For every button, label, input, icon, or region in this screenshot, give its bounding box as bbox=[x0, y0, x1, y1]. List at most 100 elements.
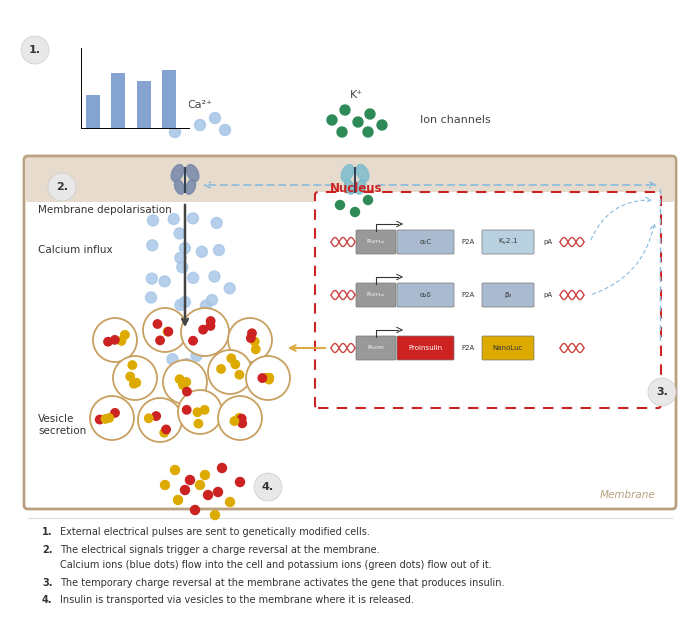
Circle shape bbox=[230, 417, 239, 426]
Circle shape bbox=[351, 207, 360, 216]
Text: P$_{hEF1α}$: P$_{hEF1α}$ bbox=[366, 237, 386, 246]
Circle shape bbox=[169, 127, 181, 138]
Text: 3.: 3. bbox=[42, 578, 52, 588]
Circle shape bbox=[178, 109, 188, 120]
Circle shape bbox=[251, 345, 260, 353]
Circle shape bbox=[177, 262, 188, 273]
Text: The temporary charge reversal at the membrane activates the gene that produces i: The temporary charge reversal at the mem… bbox=[60, 578, 505, 588]
Circle shape bbox=[179, 296, 190, 308]
Ellipse shape bbox=[174, 180, 184, 194]
Circle shape bbox=[168, 214, 179, 225]
Text: β₃: β₃ bbox=[505, 292, 512, 298]
Circle shape bbox=[176, 375, 184, 383]
Circle shape bbox=[144, 414, 153, 422]
Ellipse shape bbox=[341, 164, 354, 182]
Circle shape bbox=[246, 334, 255, 342]
Circle shape bbox=[211, 511, 220, 520]
Text: Calcium ions (blue dots) flow into the cell and potassium ions (green dots) flow: Calcium ions (blue dots) flow into the c… bbox=[60, 560, 491, 570]
Text: P2A: P2A bbox=[461, 292, 475, 298]
Circle shape bbox=[48, 173, 76, 201]
Circle shape bbox=[251, 337, 259, 346]
Circle shape bbox=[181, 358, 193, 369]
Circle shape bbox=[218, 463, 227, 472]
Text: Electrical pulse
stimulation: Electrical pulse stimulation bbox=[108, 75, 182, 97]
Circle shape bbox=[120, 331, 129, 339]
Circle shape bbox=[237, 415, 246, 423]
FancyBboxPatch shape bbox=[315, 192, 661, 408]
Text: Insulin is transported via vesicles to the membrane where it is released.: Insulin is transported via vesicles to t… bbox=[60, 595, 414, 605]
Circle shape bbox=[183, 406, 191, 414]
Circle shape bbox=[193, 408, 202, 417]
Circle shape bbox=[152, 412, 160, 420]
Text: P$_{hCMV}$: P$_{hCMV}$ bbox=[367, 344, 385, 353]
Circle shape bbox=[183, 387, 191, 396]
Circle shape bbox=[200, 470, 209, 479]
Circle shape bbox=[209, 271, 220, 282]
Circle shape bbox=[206, 322, 215, 330]
Circle shape bbox=[254, 473, 282, 501]
Circle shape bbox=[191, 350, 202, 362]
Ellipse shape bbox=[356, 164, 369, 182]
Circle shape bbox=[130, 380, 138, 388]
Circle shape bbox=[246, 356, 290, 400]
Text: α₂δ: α₂δ bbox=[419, 292, 431, 298]
Circle shape bbox=[228, 318, 272, 362]
Text: α₁C: α₁C bbox=[419, 239, 432, 245]
Circle shape bbox=[218, 396, 262, 440]
Circle shape bbox=[162, 425, 170, 434]
Circle shape bbox=[258, 374, 267, 382]
Circle shape bbox=[179, 243, 190, 253]
Circle shape bbox=[648, 378, 676, 406]
Circle shape bbox=[143, 308, 187, 352]
FancyBboxPatch shape bbox=[397, 283, 454, 307]
Circle shape bbox=[365, 109, 375, 119]
Circle shape bbox=[174, 495, 183, 504]
Circle shape bbox=[149, 323, 160, 333]
Ellipse shape bbox=[186, 180, 195, 194]
Text: K⁺: K⁺ bbox=[349, 90, 363, 100]
Circle shape bbox=[146, 273, 158, 284]
Circle shape bbox=[104, 337, 112, 346]
Text: External electrical pulses are sent to genetically modified cells.: External electrical pulses are sent to g… bbox=[60, 527, 370, 537]
Text: 2.: 2. bbox=[42, 545, 52, 555]
Circle shape bbox=[211, 218, 222, 228]
FancyBboxPatch shape bbox=[397, 230, 454, 254]
Circle shape bbox=[118, 337, 126, 345]
Circle shape bbox=[353, 117, 363, 127]
Circle shape bbox=[377, 120, 387, 130]
FancyBboxPatch shape bbox=[24, 156, 676, 509]
Circle shape bbox=[199, 326, 207, 334]
FancyBboxPatch shape bbox=[356, 283, 396, 307]
Circle shape bbox=[340, 105, 350, 115]
Text: 1.: 1. bbox=[42, 527, 52, 537]
Circle shape bbox=[188, 273, 199, 284]
Text: Vesicle
secretion: Vesicle secretion bbox=[38, 414, 86, 436]
Circle shape bbox=[164, 328, 173, 336]
Circle shape bbox=[105, 414, 113, 422]
Circle shape bbox=[113, 356, 157, 400]
Text: Membrane: Membrane bbox=[599, 490, 655, 500]
Circle shape bbox=[227, 354, 235, 362]
FancyBboxPatch shape bbox=[482, 283, 534, 307]
Bar bbox=[111, 74, 125, 128]
Circle shape bbox=[174, 228, 185, 239]
Circle shape bbox=[224, 283, 235, 294]
Ellipse shape bbox=[171, 164, 183, 182]
Circle shape bbox=[206, 317, 215, 325]
Text: Ca²⁺: Ca²⁺ bbox=[188, 100, 213, 110]
Circle shape bbox=[220, 125, 230, 136]
Circle shape bbox=[148, 215, 158, 226]
Circle shape bbox=[235, 371, 244, 379]
Circle shape bbox=[178, 381, 187, 389]
Text: P$_{hEF1α}$: P$_{hEF1α}$ bbox=[366, 291, 386, 300]
Circle shape bbox=[102, 415, 110, 423]
Circle shape bbox=[160, 481, 169, 490]
Circle shape bbox=[265, 374, 274, 382]
Circle shape bbox=[209, 113, 220, 124]
Circle shape bbox=[163, 328, 172, 336]
Circle shape bbox=[204, 490, 213, 499]
Circle shape bbox=[111, 409, 119, 417]
Circle shape bbox=[363, 127, 373, 137]
Circle shape bbox=[194, 419, 202, 428]
Circle shape bbox=[128, 361, 136, 369]
